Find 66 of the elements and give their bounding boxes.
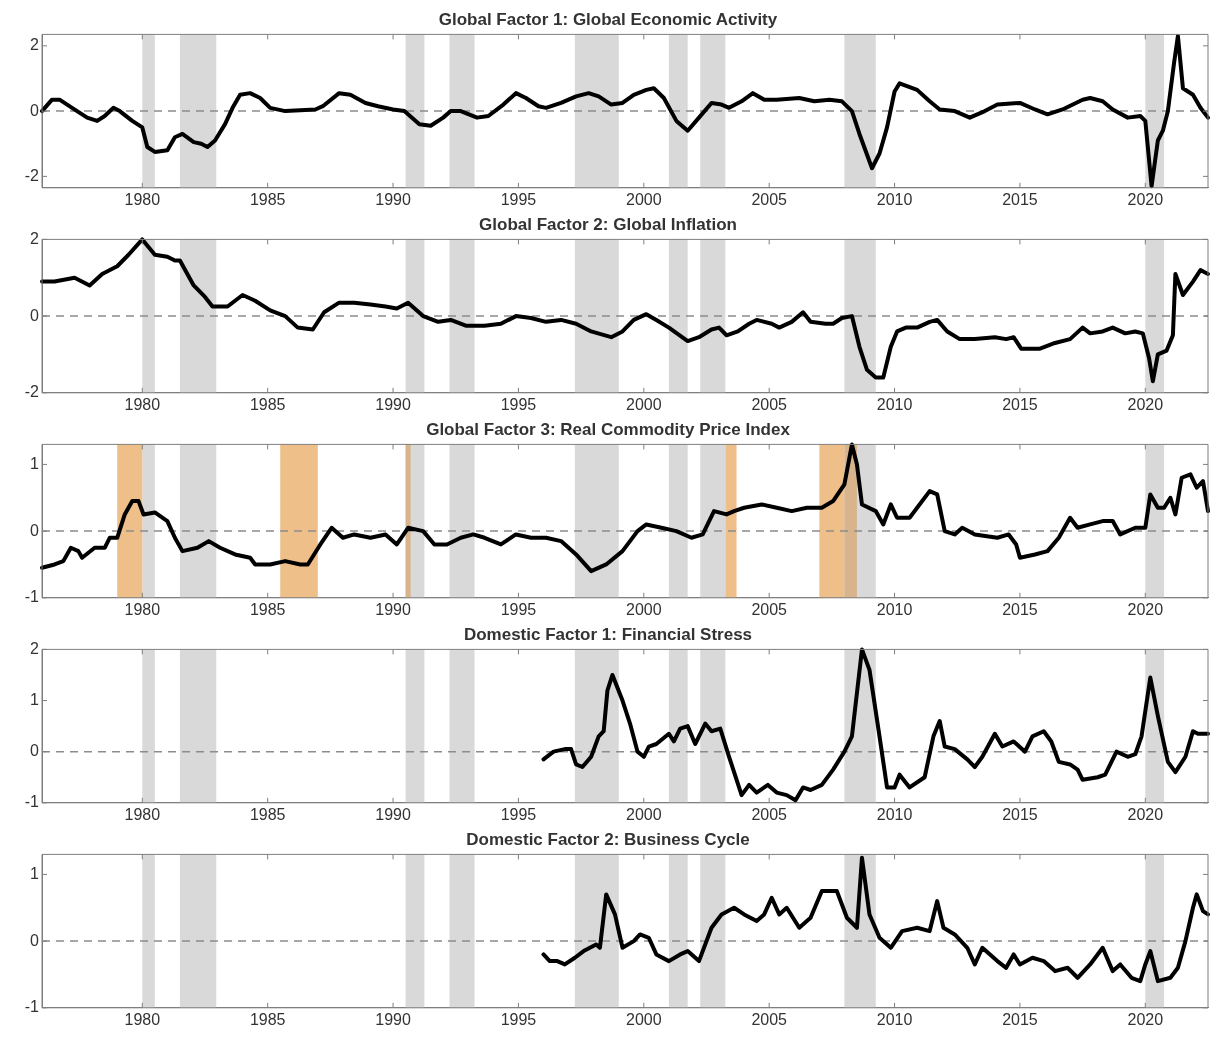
- y-tick-label: 0: [30, 742, 40, 760]
- x-tick-label: 1995: [500, 600, 537, 618]
- x-tick-label: 1980: [124, 600, 161, 618]
- x-tick-label: 2020: [1127, 805, 1164, 823]
- x-tick-label: 1995: [500, 395, 537, 413]
- y-tick-label: 1: [30, 864, 40, 882]
- x-tick-label: 1985: [249, 190, 286, 208]
- chart-title: Global Factor 1: Global Economic Activity: [438, 9, 778, 29]
- y-tick-label: 2: [30, 36, 40, 54]
- x-tick-label: 1990: [375, 600, 411, 618]
- x-tick-label: 1985: [249, 805, 286, 823]
- x-tick-label: 1985: [249, 395, 286, 413]
- x-tick-label: 2010: [876, 600, 913, 618]
- x-tick-label: 1995: [500, 1010, 537, 1028]
- x-tick-label: 1995: [500, 190, 537, 208]
- x-tick-label: 2020: [1127, 190, 1164, 208]
- y-tick-label: -1: [24, 793, 40, 811]
- x-tick-label: 1995: [500, 805, 537, 823]
- x-tick-label: 2020: [1127, 395, 1164, 413]
- x-tick-label: 2000: [626, 805, 662, 823]
- y-tick-label: 0: [30, 306, 40, 324]
- chart-title: Domestic Factor 1: Financial Stress: [463, 624, 753, 644]
- y-tick-label: 2: [30, 639, 40, 657]
- x-tick-label: 2000: [626, 395, 662, 413]
- x-tick-label: 2010: [876, 805, 913, 823]
- x-tick-label: 2020: [1127, 600, 1164, 618]
- x-tick-label: 1980: [124, 190, 161, 208]
- y-tick-label: -1: [24, 998, 40, 1016]
- y-tick-label: 1: [30, 454, 40, 472]
- x-tick-label: 1985: [249, 1010, 286, 1028]
- x-tick-label: 1990: [375, 395, 411, 413]
- x-tick-label: 2015: [1002, 190, 1038, 208]
- x-tick-label: 2000: [626, 190, 662, 208]
- x-tick-label: 2015: [1002, 395, 1038, 413]
- y-tick-label: 0: [30, 521, 40, 539]
- x-tick-label: 2005: [751, 805, 788, 823]
- x-tick-label: 2010: [876, 395, 913, 413]
- y-tick-label: -2: [24, 166, 40, 184]
- x-tick-label: 1990: [375, 805, 411, 823]
- x-tick-label: 2005: [751, 395, 788, 413]
- y-tick-label: 2: [30, 229, 40, 247]
- x-tick-label: 1990: [375, 190, 411, 208]
- x-tick-label: 2005: [751, 600, 788, 618]
- x-tick-label: 2010: [876, 1010, 913, 1028]
- x-tick-label: 2000: [626, 1010, 662, 1028]
- x-tick-label: 1985: [249, 600, 286, 618]
- x-tick-label: 2020: [1127, 1010, 1164, 1028]
- x-tick-label: 2015: [1002, 600, 1038, 618]
- x-tick-label: 2005: [751, 1010, 788, 1028]
- x-tick-label: 2000: [626, 600, 662, 618]
- x-tick-label: 2010: [876, 190, 913, 208]
- y-tick-label: 0: [30, 101, 40, 119]
- x-tick-label: 2015: [1002, 805, 1038, 823]
- chart-title: Domestic Factor 2: Business Cycle: [466, 829, 750, 849]
- y-tick-label: -2: [24, 383, 40, 401]
- y-tick-label: -1: [24, 588, 40, 606]
- chart-title: Global Factor 3: Real Commodity Price Index: [426, 419, 791, 439]
- x-tick-label: 1980: [124, 395, 161, 413]
- x-tick-label: 1980: [124, 805, 161, 823]
- x-tick-label: 2015: [1002, 1010, 1038, 1028]
- y-tick-label: 1: [30, 690, 40, 708]
- x-tick-label: 2005: [751, 190, 788, 208]
- chart-title: Global Factor 2: Global Inflation: [479, 214, 737, 234]
- y-tick-label: 0: [30, 931, 40, 949]
- x-tick-label: 1980: [124, 1010, 161, 1028]
- x-tick-label: 1990: [375, 1010, 411, 1028]
